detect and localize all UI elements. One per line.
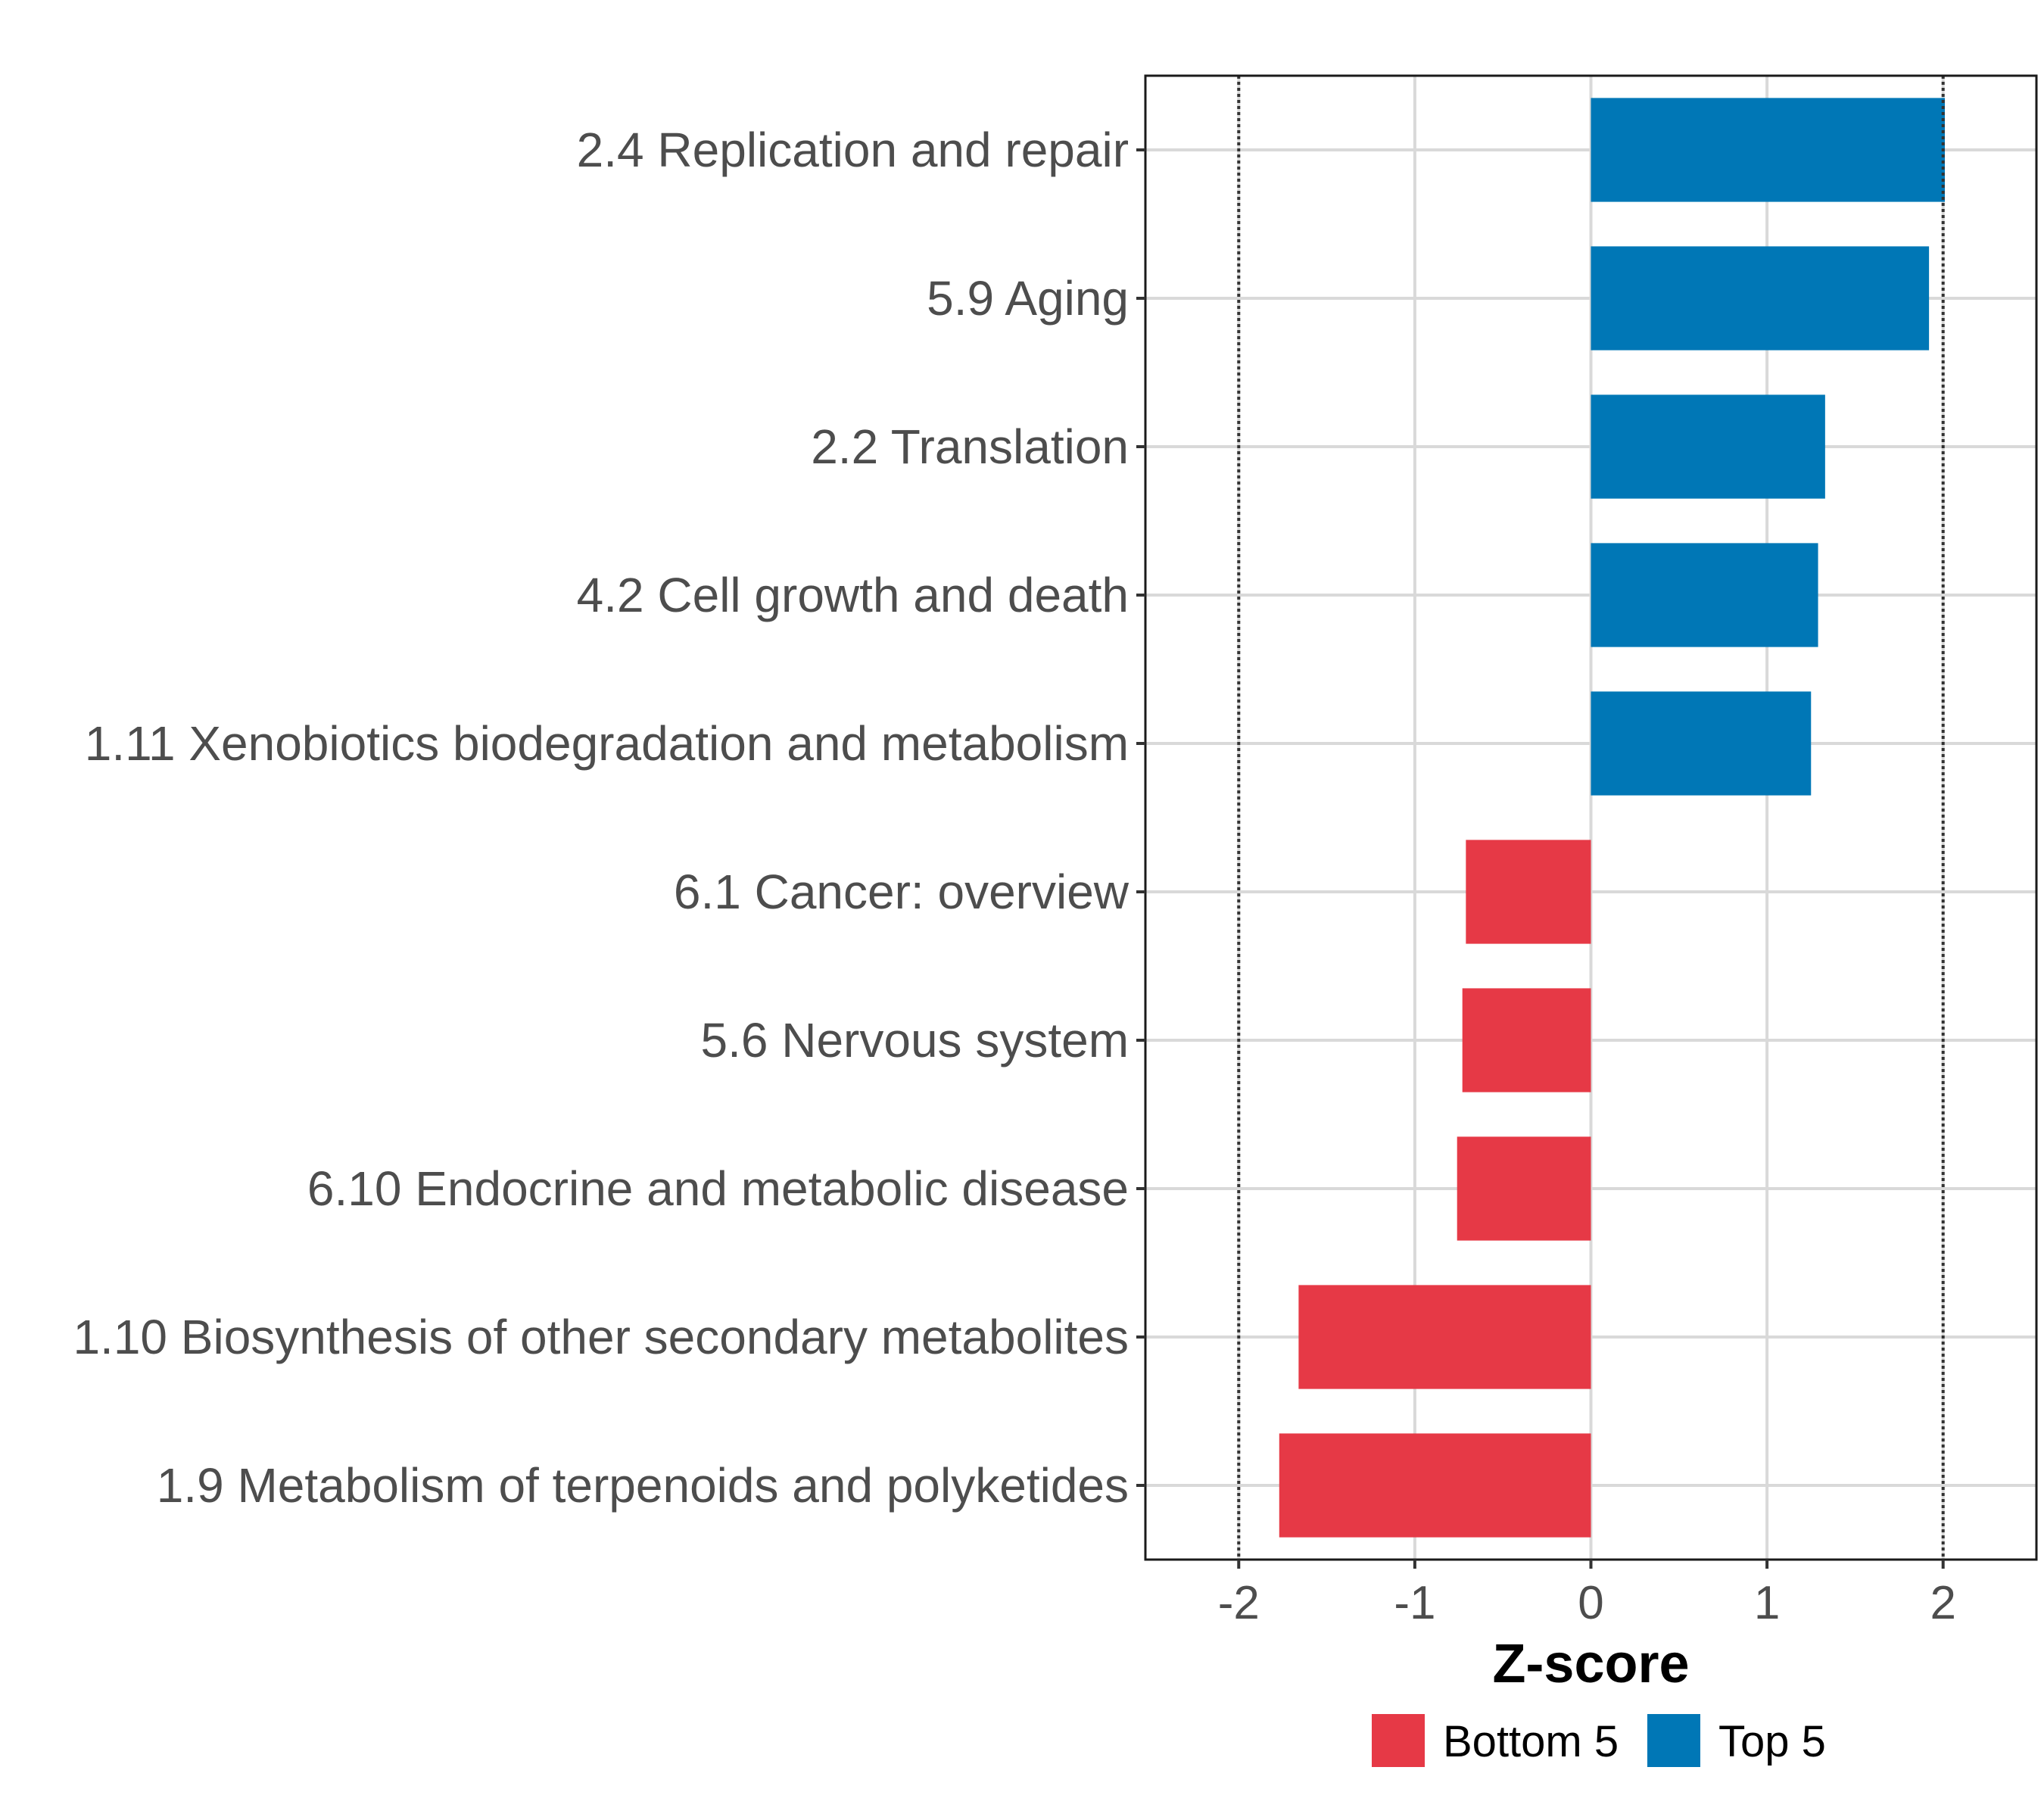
category-label: 1.9 Metabolism of terpenoids and polyket… [157, 1458, 1129, 1513]
legend: Bottom 5 Top 5 [1372, 1714, 1826, 1767]
x-axis-ticks: -2 -1 0 1 2 [1218, 1560, 1956, 1629]
bar-3 [1591, 394, 1825, 499]
category-label: 5.6 Nervous system [700, 1013, 1129, 1067]
legend-swatch [1372, 1714, 1425, 1767]
bar-8 [1457, 1136, 1591, 1241]
bar-6 [1466, 840, 1591, 944]
bar-1 [1591, 98, 1946, 202]
bar-5 [1591, 691, 1812, 796]
bars [1279, 98, 1946, 1538]
legend-label: Top 5 [1718, 1717, 1826, 1766]
bar-2 [1591, 246, 1930, 351]
category-label: 6.10 Endocrine and metabolic disease [307, 1161, 1129, 1216]
category-label: 6.1 Cancer: overview [674, 865, 1129, 919]
bar-4 [1591, 543, 1818, 647]
x-tick-label: 0 [1578, 1577, 1603, 1629]
legend-swatch [1647, 1714, 1700, 1767]
x-tick-label: -1 [1394, 1577, 1435, 1629]
x-tick-label: -2 [1218, 1577, 1260, 1629]
x-tick-label: 2 [1930, 1577, 1955, 1629]
bar-10 [1279, 1433, 1591, 1538]
reference-lines [1237, 76, 1945, 1560]
bar-9 [1298, 1285, 1591, 1389]
category-label: 1.10 Biosynthesis of other secondary met… [73, 1310, 1129, 1364]
category-label: 5.9 Aging [927, 271, 1129, 326]
bar-7 [1462, 988, 1591, 1092]
category-label: 2.2 Translation [811, 419, 1129, 474]
legend-label: Bottom 5 [1443, 1717, 1619, 1766]
category-label: 2.4 Replication and repair [577, 123, 1129, 177]
x-axis-title: Z-score [1492, 1634, 1689, 1694]
category-label: 4.2 Cell growth and death [577, 568, 1129, 622]
y-axis-ticks: 2.4 Replication and repair 5.9 Aging 2.2 T… [73, 123, 1145, 1513]
x-tick-label: 1 [1754, 1577, 1780, 1629]
category-label: 1.11 Xenobiotics biodegradation and meta… [85, 716, 1129, 771]
